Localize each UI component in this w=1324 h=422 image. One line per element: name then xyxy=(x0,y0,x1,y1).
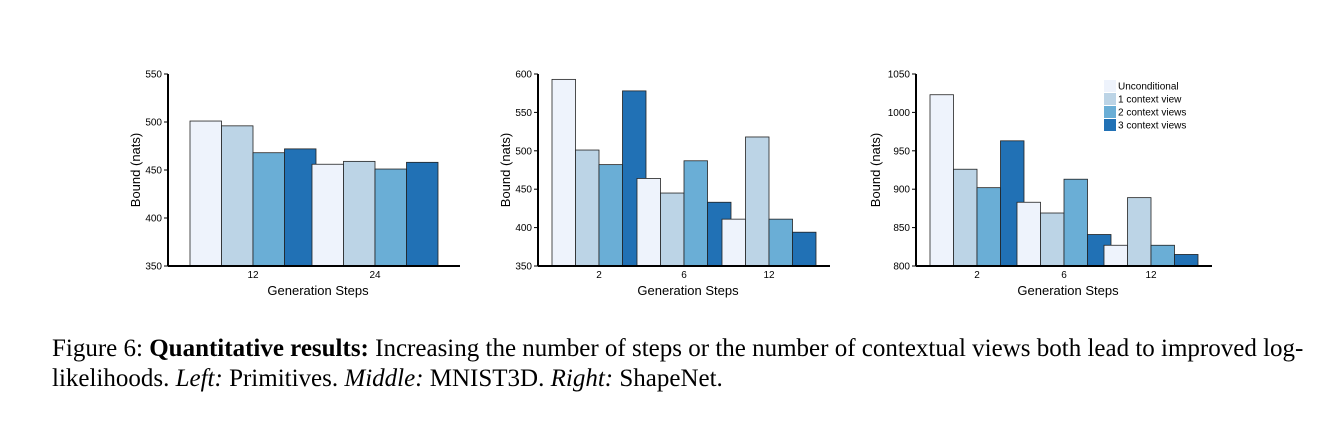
bar-1-24-3 xyxy=(406,161,439,267)
y-tick-label: 400 xyxy=(145,214,162,225)
bar-1-24-1 xyxy=(343,160,376,267)
bar-1-24-0 xyxy=(311,163,344,267)
bar-3-6-1 xyxy=(1040,212,1065,267)
bar-1-12-2 xyxy=(252,152,285,267)
bar-3-12-2 xyxy=(1150,244,1175,267)
bar-3-6-2 xyxy=(1063,178,1088,267)
bar-3-12-0 xyxy=(1103,244,1128,267)
chart-1: 12 24 350 400 450 500 550 Generation Steps Bound… xyxy=(128,70,460,298)
y-axis-label: Bound (nats) xyxy=(498,133,513,207)
y-tick-label: 850 xyxy=(893,223,910,234)
caption-middle-text: MNIST3D. xyxy=(423,365,551,392)
y-tick-label: 350 xyxy=(515,262,532,273)
caption-middle-label: Middle: xyxy=(344,365,424,392)
x-axis-label: Generation Steps xyxy=(637,283,739,298)
caption-right-label: Right: xyxy=(550,365,614,392)
y-tick-label: 800 xyxy=(893,262,910,273)
y-tick-label: 600 xyxy=(515,70,532,81)
y-tick-label: 1000 xyxy=(888,108,911,119)
chart-3: 2 6 12 800 850 900 950 1000 1050 Generation Steps… xyxy=(868,70,1212,298)
x-tick-label: 2 xyxy=(974,270,980,281)
bar-2-2-2 xyxy=(598,164,623,267)
y-tick-label: 500 xyxy=(515,146,532,157)
y-axis-label: Bound (nats) xyxy=(128,133,143,207)
legend-swatch xyxy=(1104,93,1116,105)
x-tick-label: 12 xyxy=(247,270,259,281)
y-tick-label: 900 xyxy=(893,185,910,196)
bar-1-12-3 xyxy=(284,148,317,267)
bar-3-2-0 xyxy=(929,94,954,267)
bar-2-6-1 xyxy=(660,192,685,267)
bar-2-2-1 xyxy=(575,149,600,267)
caption-left-label: Left: xyxy=(175,365,223,392)
y-tick-label: 500 xyxy=(145,118,162,129)
y-axis-label: Bound (nats) xyxy=(868,133,883,207)
bar-3-12-1 xyxy=(1127,197,1152,267)
caption-text: Increasing the number of steps or the nu… xyxy=(52,335,1304,392)
bar-2-12-2 xyxy=(768,218,793,267)
y-tick-label: 400 xyxy=(515,223,532,234)
legend-label: 1 context view xyxy=(1118,95,1182,106)
bar-1-12-1 xyxy=(221,125,254,267)
x-tick-label: 6 xyxy=(1061,270,1067,281)
bar-2-12-1 xyxy=(745,136,770,267)
bar-1-24-2 xyxy=(374,168,407,267)
legend-swatch xyxy=(1104,80,1116,92)
legend-label: 2 context views xyxy=(1118,108,1186,119)
bar-2-2-0 xyxy=(551,78,576,267)
y-tick-label: 450 xyxy=(515,185,532,196)
y-tick-label: 1050 xyxy=(888,70,911,81)
x-tick-label: 2 xyxy=(596,270,602,281)
x-tick-label: 6 xyxy=(681,270,687,281)
legend-label: 3 context views xyxy=(1118,121,1186,132)
bar-2-12-0 xyxy=(721,218,746,267)
x-tick-label: 12 xyxy=(763,270,775,281)
bar-2-6-2 xyxy=(683,160,708,267)
figure-caption: Figure 6: Quantitative results: Increasi… xyxy=(52,334,1312,394)
y-tick-label: 550 xyxy=(145,70,162,81)
chart-2: 2 6 12 350 400 450 500 550 600 Generation Steps Bo… xyxy=(498,70,830,298)
bar-1-12-0 xyxy=(189,120,222,267)
legend-swatch xyxy=(1104,106,1116,118)
caption-left-text: Primitives. xyxy=(222,365,345,392)
bar-3-2-1 xyxy=(953,168,978,267)
caption-prefix: Figure 6: xyxy=(52,335,150,362)
caption-bold-title: Quantitative results: xyxy=(149,335,369,362)
x-axis-label: Generation Steps xyxy=(1017,283,1119,298)
bar-3-12-3 xyxy=(1174,254,1199,267)
charts-figure: 12 24 350 400 450 500 550 Generation Steps Bound… xyxy=(128,70,1212,298)
bar-2-6-0 xyxy=(636,178,661,267)
y-tick-label: 350 xyxy=(145,262,162,273)
legend: Unconditional 1 context view 2 context vie… xyxy=(1104,80,1186,132)
legend-swatch xyxy=(1104,119,1116,131)
x-tick-label: 24 xyxy=(369,270,381,281)
x-tick-label: 12 xyxy=(1145,270,1157,281)
y-tick-label: 950 xyxy=(893,146,910,157)
y-tick-label: 550 xyxy=(515,108,532,119)
y-tick-label: 450 xyxy=(145,166,162,177)
legend-label: Unconditional xyxy=(1118,82,1179,93)
bar-3-6-0 xyxy=(1016,201,1041,267)
caption-right-text: ShapeNet. xyxy=(613,365,723,392)
bar-2-12-3 xyxy=(792,231,817,267)
x-axis-label: Generation Steps xyxy=(267,283,369,298)
bar-3-2-2 xyxy=(976,187,1001,267)
